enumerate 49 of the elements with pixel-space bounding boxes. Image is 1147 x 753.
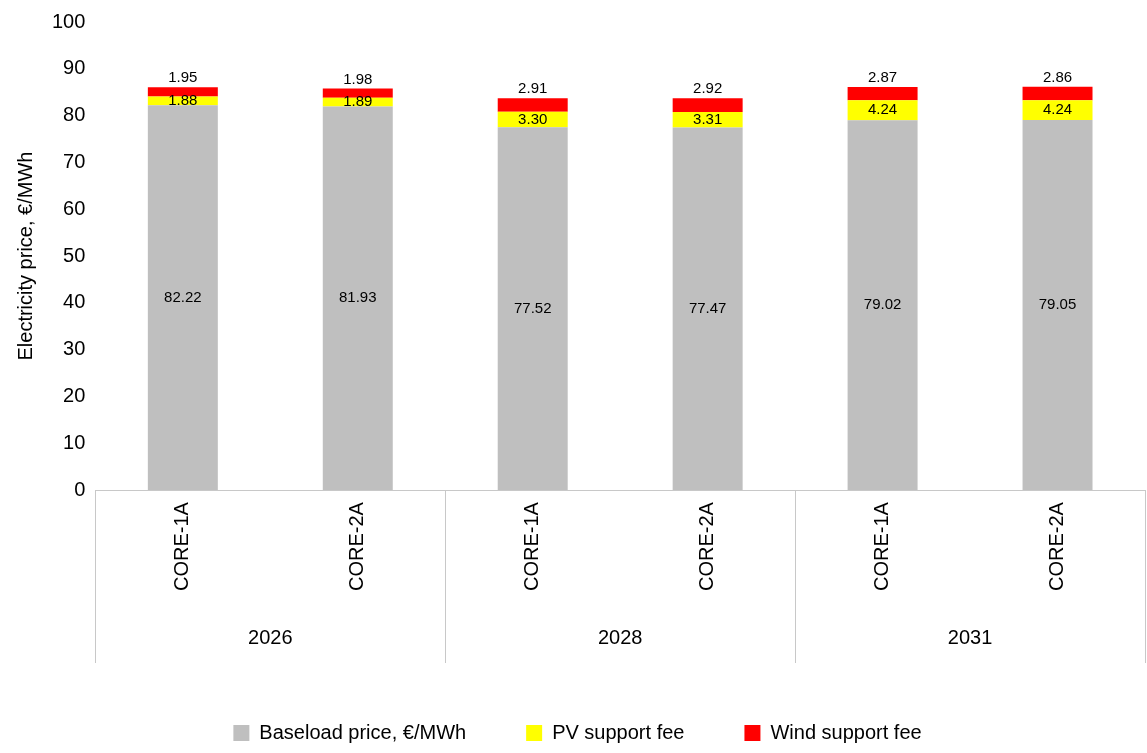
data-label: 1.98 — [343, 69, 373, 87]
x-tick-label: CORE-2A — [695, 501, 718, 591]
y-tick-label: 60 — [63, 196, 86, 219]
bar — [672, 98, 743, 112]
legend-label: Wind support fee — [770, 720, 922, 743]
bar — [497, 98, 568, 112]
data-label: 1.95 — [168, 68, 198, 86]
data-label: 4.24 — [867, 100, 898, 118]
bar — [847, 86, 918, 101]
legend-label: PV support fee — [552, 720, 685, 743]
text: 2028 — [597, 625, 643, 648]
data-label: 2.91 — [518, 79, 548, 97]
y-tick-label: 90 — [63, 56, 86, 79]
bar — [847, 100, 918, 121]
data-label: 3.31 — [693, 109, 723, 127]
legend-label: Baseload price, €/MWh — [259, 720, 467, 743]
data-label: 1.88 — [168, 90, 198, 108]
y-tick-label: 80 — [63, 103, 86, 126]
bar — [322, 88, 393, 98]
data-label: 77.52 — [513, 298, 552, 316]
x-tick-label: CORE-1A — [870, 501, 893, 591]
data-label: 79.05 — [1038, 295, 1077, 313]
y-tick-label: 50 — [63, 243, 86, 266]
y-tick-label: 100 — [51, 9, 86, 32]
bar — [1022, 86, 1093, 101]
x-tick-label: CORE-1A — [170, 501, 193, 591]
data-label: 77.47 — [688, 298, 727, 316]
y-axis-title: Electricity price, €/MWh — [13, 151, 36, 361]
y-tick-label: 30 — [63, 337, 86, 360]
bar — [1022, 100, 1093, 121]
data-label: 2.92 — [693, 79, 723, 97]
y-tick-label: 0 — [74, 477, 86, 500]
bar — [147, 87, 218, 97]
x-tick-label: CORE-2A — [345, 501, 368, 591]
data-label: 2.87 — [867, 68, 898, 86]
data-label: 4.24 — [1042, 100, 1073, 118]
data-label: 3.30 — [518, 109, 548, 127]
x-tick-label: CORE-2A — [1045, 501, 1068, 591]
y-tick-label: 40 — [63, 290, 86, 313]
y-tick-label: 20 — [63, 383, 86, 406]
y-tick-label: 70 — [63, 149, 86, 172]
data-label: 81.93 — [339, 288, 377, 306]
text: 2026 — [248, 625, 293, 648]
data-label: 82.22 — [164, 287, 202, 305]
x-tick-label: CORE-1A — [520, 501, 543, 591]
data-label: 79.02 — [863, 295, 902, 313]
data-label: 2.86 — [1042, 67, 1073, 85]
text: 2031 — [947, 625, 993, 648]
y-tick-label: 10 — [63, 430, 86, 453]
